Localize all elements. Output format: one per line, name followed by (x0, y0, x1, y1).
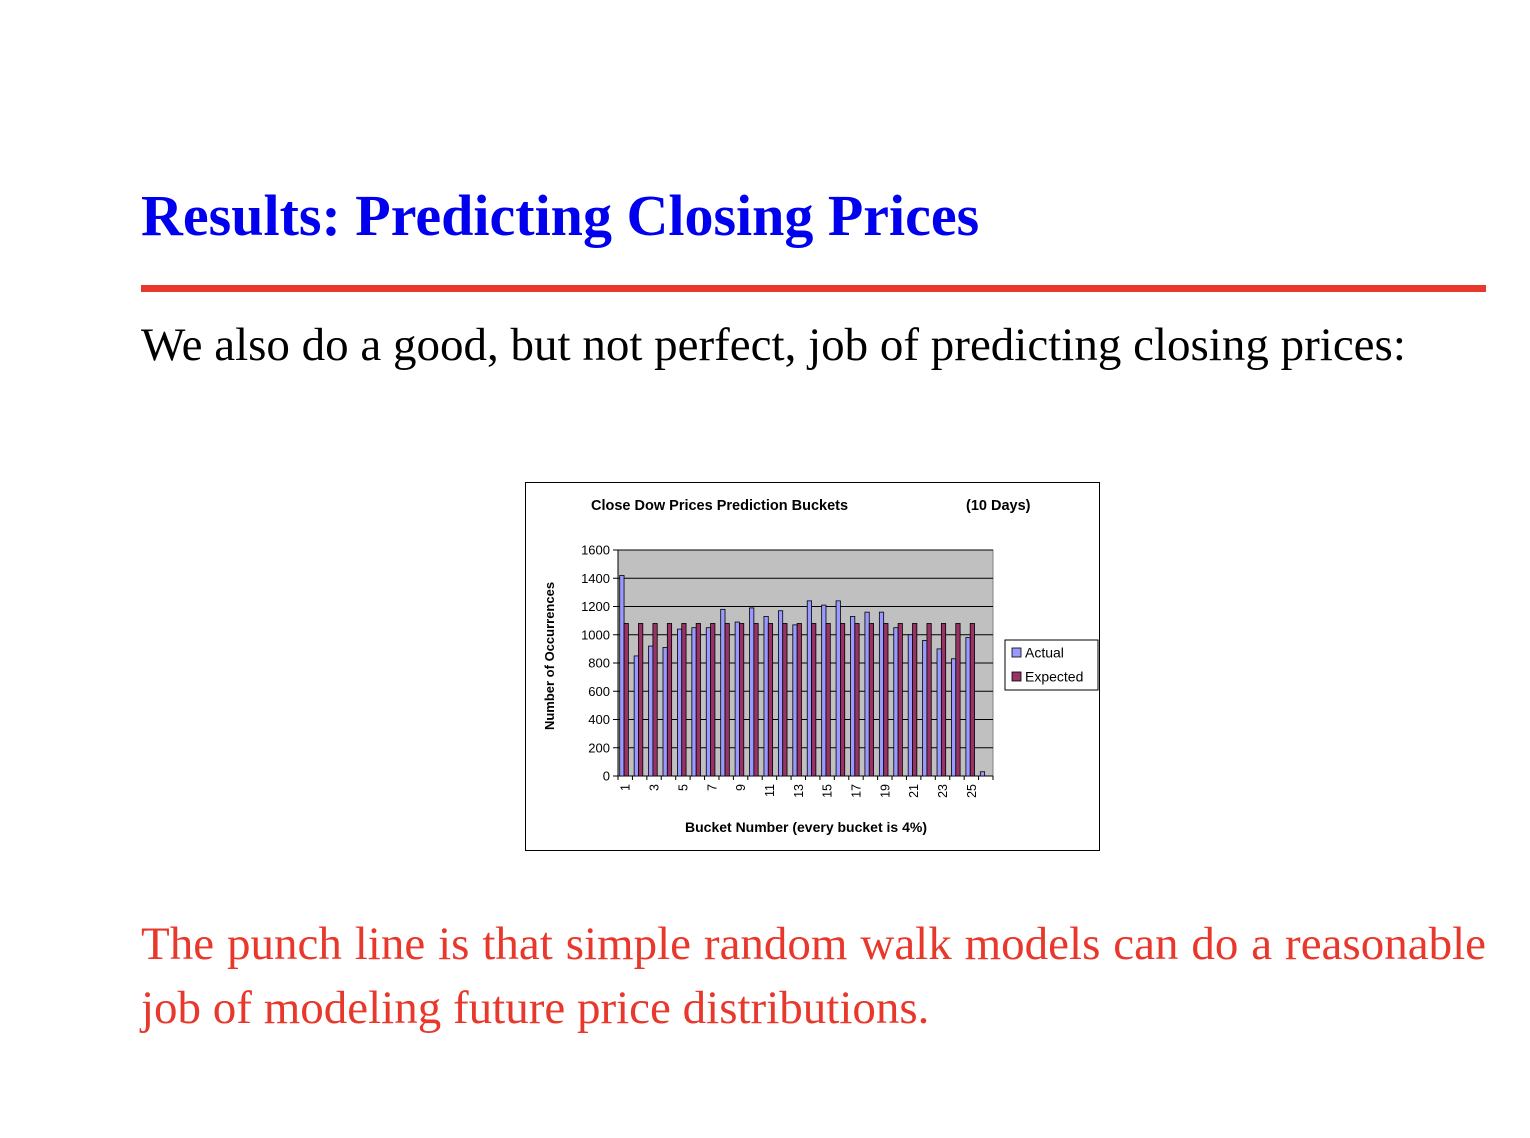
title-divider (141, 285, 1486, 292)
intro-text: We also do a good, but not perfect, job … (141, 319, 1406, 371)
bar-actual-25 (965, 637, 971, 777)
bar-expected-20 (897, 623, 903, 777)
y-tick-label: 1200 (581, 599, 610, 614)
bar-actual-3 (648, 645, 654, 777)
x-tick-label: 7 (705, 784, 719, 791)
bar-actual-4 (662, 647, 668, 777)
legend-swatch-expected (1011, 671, 1022, 682)
x-tick-label: 19 (878, 784, 892, 798)
bar-actual-19 (878, 611, 885, 777)
bar-chart: Close Dow Prices Prediction Buckets (10 … (542, 498, 1099, 835)
legend-label-expected: Expected (1025, 669, 1083, 685)
bar-actual-26 (979, 771, 986, 777)
bar-actual-2 (633, 655, 639, 777)
bar-expected-24 (955, 623, 961, 777)
x-tick-label: 1 (619, 784, 633, 791)
bar-expected-7 (710, 623, 716, 777)
x-tick-label: 15 (821, 784, 835, 798)
x-tick-label: 23 (936, 784, 950, 798)
x-tick-label: 9 (734, 784, 748, 791)
bar-actual-23 (936, 648, 942, 777)
bar-expected-9 (739, 623, 745, 777)
y-tick-label: 1000 (581, 627, 610, 642)
x-axis-label: Bucket Number (every bucket is 4%) (685, 819, 927, 835)
chart-title: Close Dow Prices Prediction Buckets (591, 498, 848, 514)
bar-actual-11 (763, 615, 769, 777)
bar-expected-3 (652, 623, 658, 777)
bar-expected-25 (969, 623, 975, 777)
bar-expected-11 (767, 623, 774, 777)
legend-swatch-actual (1011, 647, 1022, 658)
bar-expected-15 (825, 623, 831, 777)
bar-actual-12 (777, 610, 784, 777)
bar-expected-12 (782, 623, 788, 777)
bar-expected-8 (724, 623, 730, 777)
bar-expected-23 (940, 623, 947, 777)
y-tick-label: 0 (603, 769, 610, 784)
bar-expected-4 (666, 623, 673, 777)
bar-expected-2 (638, 623, 644, 777)
bar-actual-14 (806, 600, 812, 777)
bar-expected-5 (681, 623, 687, 777)
y-tick-label: 600 (588, 684, 610, 699)
legend-label-actual: Actual (1025, 645, 1064, 661)
bar-actual-22 (922, 639, 928, 777)
bar-expected-14 (811, 623, 817, 777)
bar-actual-18 (864, 611, 870, 777)
bar-actual-5 (677, 628, 683, 777)
bar-actual-7 (705, 627, 711, 777)
x-tick-label: 3 (648, 784, 662, 791)
x-tick-label: 25 (965, 784, 979, 798)
x-tick-label: 13 (792, 784, 806, 798)
x-tick-label: 17 (849, 784, 863, 798)
bar-actual-17 (850, 615, 856, 777)
bar-expected-21 (912, 623, 918, 777)
x-tick-label: 5 (676, 784, 690, 791)
y-tick-label: 800 (588, 656, 610, 671)
bar-actual-13 (792, 624, 798, 777)
bar-expected-22 (926, 623, 932, 777)
bar-expected-1 (623, 623, 629, 777)
bar-actual-24 (951, 658, 957, 777)
chart-frame: Close Dow Prices Prediction Buckets (10 … (525, 482, 1100, 851)
bar-actual-15 (821, 604, 827, 777)
y-tick-label: 400 (588, 712, 610, 727)
bar-expected-10 (753, 623, 759, 777)
y-tick-label: 200 (588, 740, 610, 755)
bar-actual-20 (893, 627, 899, 777)
x-tick-label: 21 (907, 784, 921, 798)
bar-expected-18 (868, 623, 874, 777)
bar-actual-16 (835, 600, 841, 777)
bar-actual-6 (691, 627, 697, 777)
punch-line-text: The punch line is that simple random wal… (141, 918, 1486, 1034)
chart-subtitle: (10 Days) (966, 498, 1031, 514)
y-tick-label: 1600 (581, 543, 610, 558)
bar-actual-10 (749, 607, 755, 777)
bar-expected-17 (854, 623, 860, 777)
y-tick-label: 1400 (581, 571, 610, 586)
bar-expected-16 (840, 623, 846, 777)
x-tick-label: 11 (763, 784, 777, 797)
bar-actual-21 (907, 634, 913, 777)
bar-actual-1 (619, 575, 625, 777)
bar-actual-9 (734, 621, 740, 777)
bar-expected-19 (883, 623, 889, 777)
bar-actual-8 (720, 608, 726, 777)
bar-expected-6 (695, 623, 701, 777)
bar-expected-13 (796, 623, 802, 777)
slide-title: Results: Predicting Closing Prices (141, 183, 980, 248)
y-axis-label: Number of Occurrences (542, 582, 557, 730)
